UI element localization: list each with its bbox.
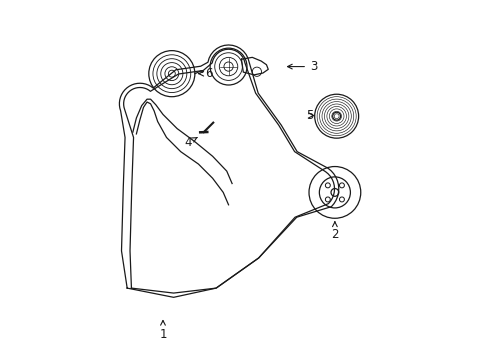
Text: 1: 1 <box>159 320 166 341</box>
Text: 4: 4 <box>183 136 197 149</box>
Text: 5: 5 <box>306 109 313 122</box>
Text: 2: 2 <box>330 222 338 242</box>
Text: 3: 3 <box>287 60 317 73</box>
Text: 6: 6 <box>199 67 212 80</box>
